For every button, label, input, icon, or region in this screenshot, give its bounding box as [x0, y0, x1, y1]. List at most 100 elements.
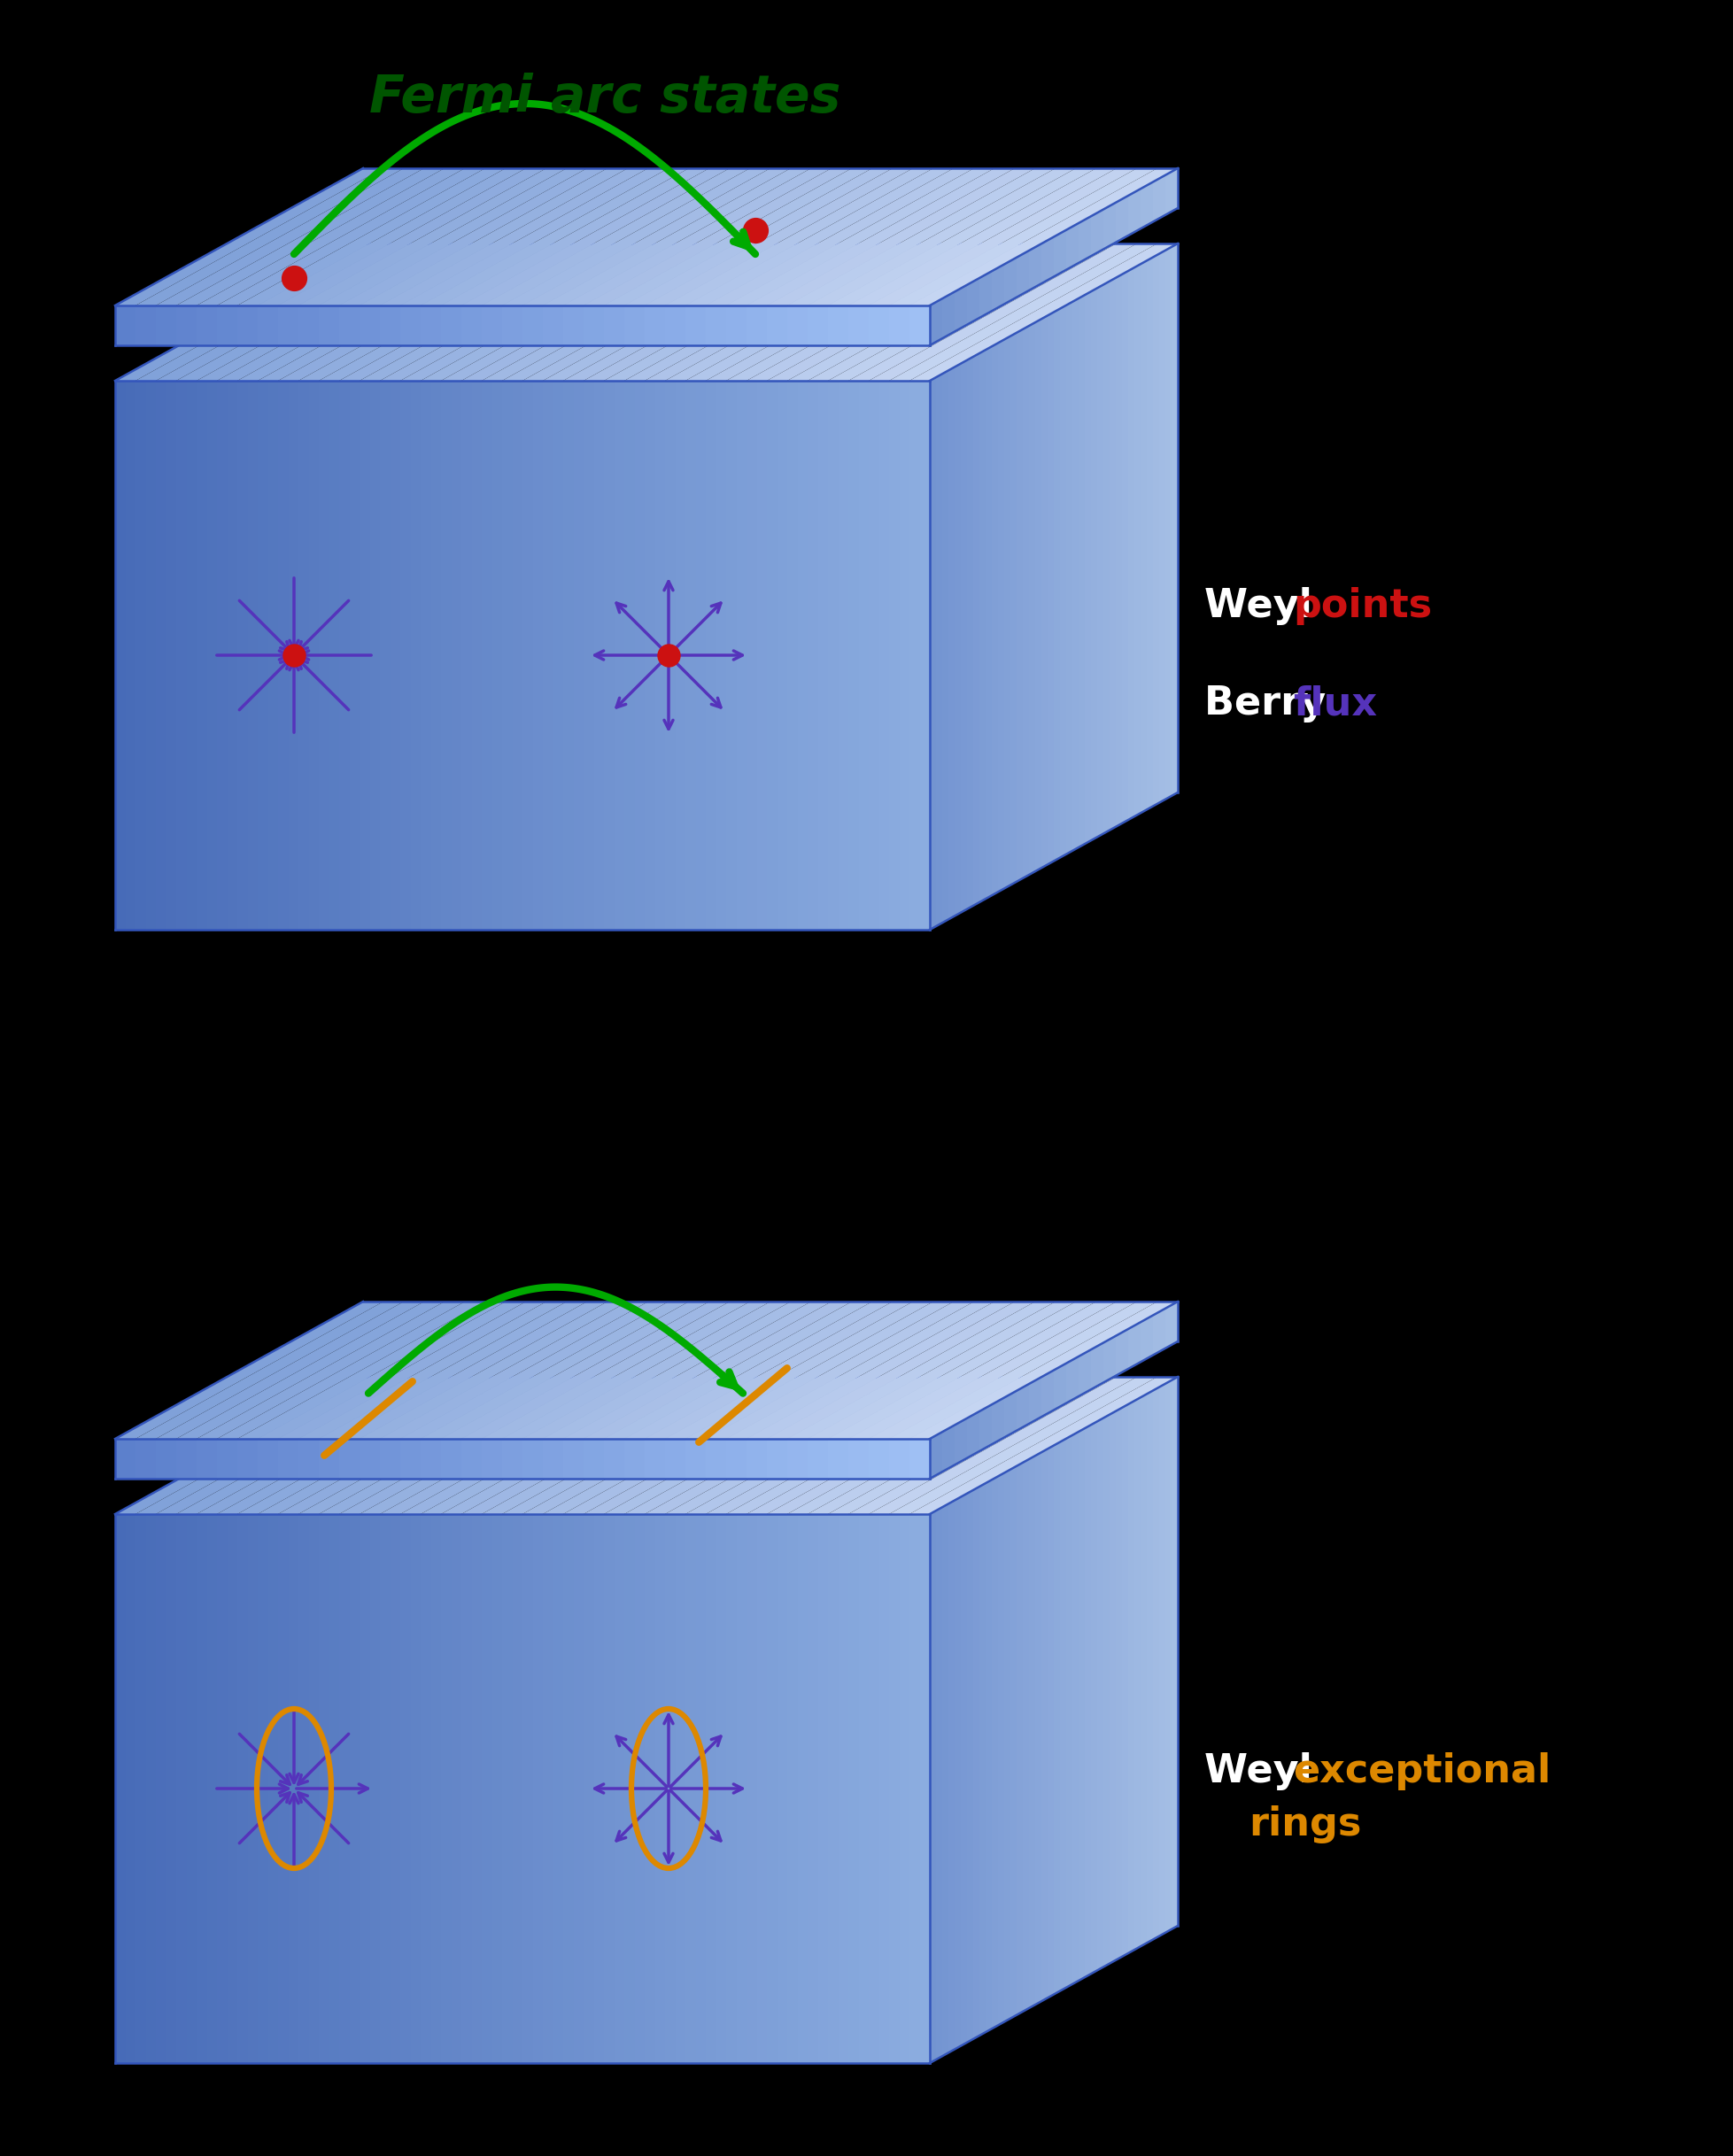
Polygon shape — [676, 1514, 686, 2063]
Polygon shape — [451, 1514, 461, 2063]
Polygon shape — [931, 1432, 943, 1479]
Polygon shape — [787, 168, 1055, 306]
Polygon shape — [482, 1378, 750, 1514]
Polygon shape — [196, 1378, 464, 1514]
Polygon shape — [177, 1514, 187, 2063]
Text: $k$: $k$ — [9, 796, 35, 834]
Polygon shape — [991, 343, 998, 895]
Polygon shape — [227, 382, 237, 929]
Polygon shape — [542, 1302, 811, 1438]
Polygon shape — [991, 265, 1003, 310]
Polygon shape — [757, 1514, 768, 2063]
Polygon shape — [482, 1438, 503, 1479]
Polygon shape — [340, 1514, 350, 2063]
Text: Berry: Berry — [1204, 686, 1340, 722]
Polygon shape — [936, 373, 943, 927]
Polygon shape — [277, 382, 288, 929]
Polygon shape — [553, 382, 563, 929]
Polygon shape — [1109, 278, 1116, 830]
Polygon shape — [1029, 1378, 1042, 1423]
Polygon shape — [716, 1514, 726, 2063]
Polygon shape — [258, 1438, 277, 1479]
Polygon shape — [574, 382, 584, 929]
Polygon shape — [277, 244, 546, 382]
Polygon shape — [1128, 1322, 1140, 1369]
Polygon shape — [686, 244, 953, 382]
Polygon shape — [858, 382, 868, 929]
Polygon shape — [1035, 319, 1042, 871]
Polygon shape — [979, 272, 991, 317]
Polygon shape — [974, 1488, 979, 2040]
Polygon shape — [726, 1302, 995, 1438]
Polygon shape — [237, 1438, 258, 1479]
Polygon shape — [849, 1378, 1116, 1514]
Polygon shape — [776, 1514, 787, 2063]
Polygon shape — [380, 382, 390, 929]
Polygon shape — [319, 1302, 587, 1438]
Polygon shape — [948, 367, 955, 918]
Polygon shape — [177, 1378, 445, 1514]
Polygon shape — [849, 244, 1116, 382]
Polygon shape — [695, 382, 705, 929]
Polygon shape — [889, 244, 1158, 382]
Polygon shape — [400, 244, 669, 382]
Polygon shape — [135, 1438, 156, 1479]
Polygon shape — [206, 1514, 217, 2063]
Polygon shape — [705, 1438, 726, 1479]
Polygon shape — [156, 168, 425, 306]
Polygon shape — [584, 168, 853, 306]
Polygon shape — [1152, 254, 1159, 806]
Polygon shape — [1022, 326, 1029, 877]
Polygon shape — [156, 1514, 166, 2063]
Polygon shape — [603, 244, 872, 382]
Polygon shape — [1029, 1455, 1035, 2007]
Polygon shape — [910, 382, 920, 929]
Polygon shape — [584, 1378, 853, 1514]
Polygon shape — [1135, 263, 1140, 817]
Polygon shape — [359, 1514, 369, 2063]
Polygon shape — [787, 306, 808, 345]
Polygon shape — [1140, 1315, 1152, 1363]
Polygon shape — [1054, 231, 1066, 276]
Polygon shape — [726, 168, 995, 306]
Polygon shape — [156, 1438, 177, 1479]
Polygon shape — [747, 1514, 757, 2063]
Polygon shape — [868, 1514, 879, 2063]
Polygon shape — [350, 1514, 359, 2063]
Polygon shape — [298, 382, 308, 929]
Polygon shape — [768, 1438, 787, 1479]
Polygon shape — [217, 168, 485, 306]
Polygon shape — [1078, 1427, 1085, 1981]
Polygon shape — [1147, 257, 1152, 811]
Polygon shape — [503, 1378, 771, 1514]
Polygon shape — [298, 1438, 319, 1479]
Polygon shape — [889, 1514, 899, 2063]
Polygon shape — [768, 168, 1035, 306]
Text: $_x$: $_x$ — [42, 813, 55, 843]
Polygon shape — [1073, 298, 1078, 852]
Polygon shape — [542, 1378, 811, 1514]
Polygon shape — [768, 1514, 776, 2063]
Polygon shape — [705, 244, 974, 382]
Polygon shape — [960, 1494, 967, 2046]
Polygon shape — [828, 168, 1097, 306]
Text: rings: rings — [1248, 1805, 1362, 1843]
Polygon shape — [421, 382, 432, 929]
Polygon shape — [217, 1302, 485, 1438]
Polygon shape — [503, 1438, 522, 1479]
Polygon shape — [432, 1514, 440, 2063]
Polygon shape — [542, 306, 563, 345]
Polygon shape — [910, 244, 1178, 382]
Polygon shape — [828, 1438, 849, 1479]
Polygon shape — [1104, 203, 1116, 250]
Polygon shape — [177, 244, 445, 382]
Polygon shape — [400, 168, 669, 306]
Polygon shape — [943, 371, 948, 923]
Polygon shape — [277, 168, 546, 306]
Polygon shape — [603, 168, 872, 306]
Polygon shape — [1010, 1466, 1017, 2018]
Polygon shape — [1042, 237, 1054, 285]
Polygon shape — [522, 244, 790, 382]
Polygon shape — [135, 1514, 146, 2063]
Polygon shape — [319, 244, 587, 382]
